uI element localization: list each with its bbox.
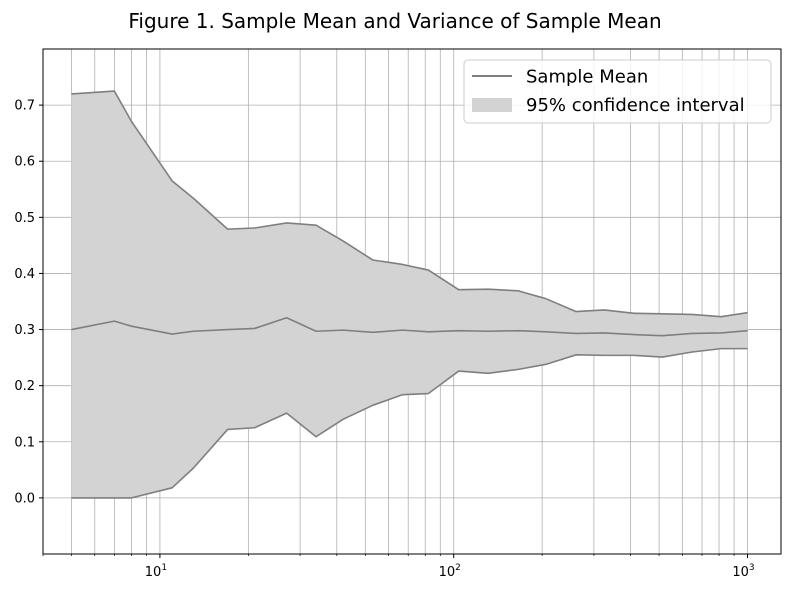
sample-mean-line (71, 316, 748, 337)
confidence-upper-line (71, 90, 748, 318)
y-tick-label: 0.1 (14, 435, 35, 450)
x-tick-label: 101 (145, 563, 167, 580)
confidence-band (71, 91, 748, 498)
axes-frame (42, 48, 782, 555)
y-tick-label: 0.4 (14, 267, 35, 282)
x-tick-label: 103 (732, 563, 754, 580)
legend-label-confidence: 95% confidence interval (526, 95, 745, 116)
y-tick-label: 0.2 (14, 379, 35, 394)
y-tick-label: 0.5 (14, 211, 35, 226)
plot-area: 0.0 0.1 0.2 0.3 0.4 0.5 0.6 0.7 101 102 103 Sample … (14, 48, 782, 580)
legend-swatch-confidence (472, 98, 512, 112)
y-tick-label: 0.6 (14, 155, 35, 170)
y-tick-label: 0.0 (14, 491, 35, 506)
legend-label-sample-mean: Sample Mean (526, 67, 648, 88)
y-tick-label: 0.7 (14, 99, 35, 114)
confidence-lower-line (71, 347, 748, 499)
chart-title: Figure 1. Sample Mean and Variance of Sa… (128, 9, 661, 33)
x-tick-label: 102 (439, 563, 461, 580)
y-tick-label: 0.3 (14, 323, 35, 338)
legend-box (463, 59, 772, 124)
